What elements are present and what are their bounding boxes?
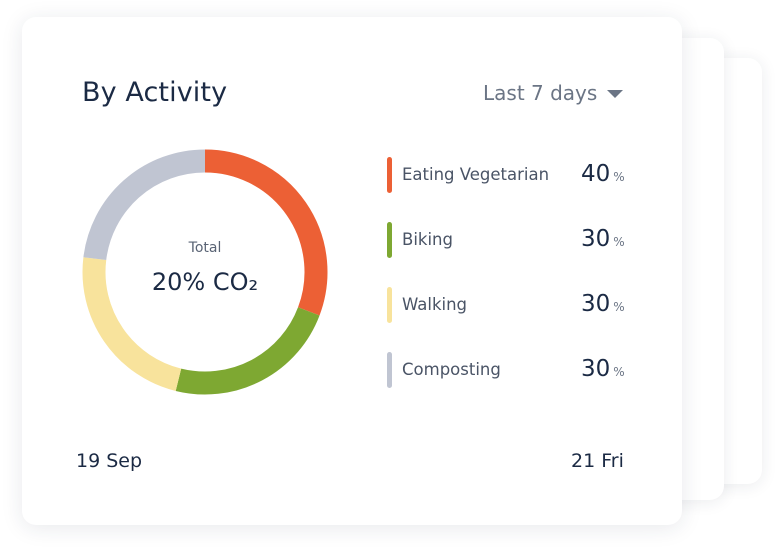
legend-color-bar	[387, 352, 392, 388]
legend-value: 30 %	[581, 356, 625, 382]
legend-percent: 40	[581, 161, 611, 187]
legend-value: 30 %	[581, 291, 625, 317]
legend-label: Biking	[402, 230, 453, 249]
legend-value: 40 %	[581, 161, 625, 187]
start-date: 19 Sep	[76, 450, 143, 472]
legend-unit: %	[613, 170, 625, 184]
donut-svg	[82, 149, 328, 395]
legend-percent: 30	[581, 226, 611, 252]
legend-label: Eating Vegetarian	[402, 165, 550, 184]
period-dropdown-label: Last 7 days	[483, 81, 598, 105]
total-label: Total	[188, 240, 222, 256]
legend-percent: 30	[581, 356, 611, 382]
legend-percent: 30	[581, 291, 611, 317]
end-date: 21 Fri	[571, 450, 624, 472]
donut-slice-biking	[175, 307, 320, 395]
activity-card: By Activity Last 7 days Total 20% CO₂ Ea…	[22, 17, 682, 525]
total-value: 20% CO₂	[151, 268, 259, 296]
caret-down-icon	[607, 90, 624, 98]
legend-color-bar	[387, 222, 392, 258]
legend-item-eating-vegetarian: Eating Vegetarian 40 %	[387, 157, 637, 193]
donut-slice-walking	[82, 257, 182, 391]
donut-center: Total 20% CO₂	[80, 147, 330, 397]
legend-item-walking: Walking 30 %	[387, 287, 637, 323]
legend-color-bar	[387, 157, 392, 193]
period-dropdown[interactable]: Last 7 days	[483, 81, 624, 105]
legend-unit: %	[613, 365, 625, 379]
donut-slice-eating-vegetarian	[204, 149, 328, 316]
donut-chart: Total 20% CO₂	[80, 147, 330, 397]
legend-label: Composting	[402, 360, 501, 379]
legend-value: 30 %	[581, 226, 625, 252]
legend-item-biking: Biking 30 %	[387, 222, 637, 258]
legend-unit: %	[613, 235, 625, 249]
legend-unit: %	[613, 300, 625, 314]
legend-label: Walking	[402, 295, 468, 314]
legend-item-composting: Composting 30 %	[387, 352, 637, 388]
legend-color-bar	[387, 287, 392, 323]
card-title: By Activity	[82, 77, 228, 108]
donut-slice-composting	[83, 149, 206, 261]
